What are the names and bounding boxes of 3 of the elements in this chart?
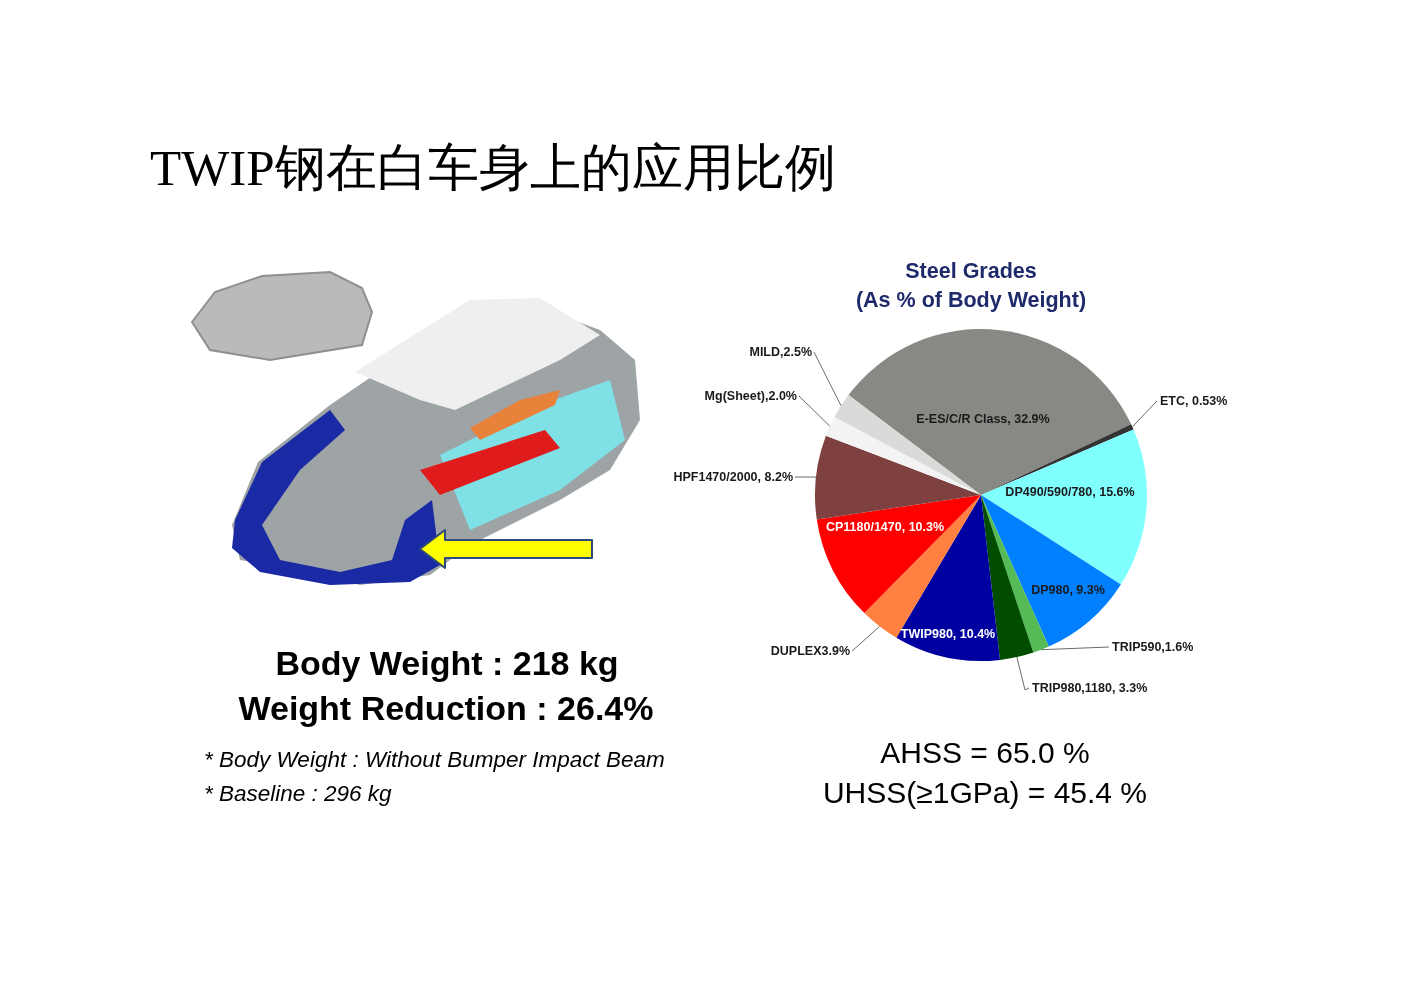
subtitle: (As % of Body Weight) xyxy=(855,288,1087,312)
title: TWIP钢在白车身上的应用比例 xyxy=(150,140,836,196)
subtitle: Steel Grades xyxy=(905,259,1037,283)
